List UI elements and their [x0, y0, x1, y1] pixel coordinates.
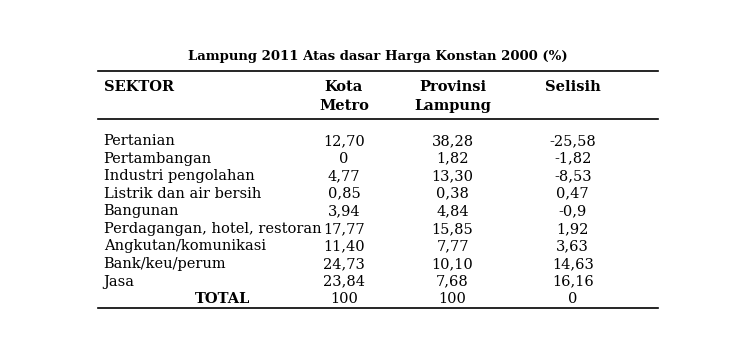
- Text: Bangunan: Bangunan: [103, 204, 179, 218]
- Text: Angkutan/komunikasi: Angkutan/komunikasi: [103, 239, 266, 253]
- Text: 100: 100: [438, 292, 466, 306]
- Text: Listrik dan air bersih: Listrik dan air bersih: [103, 187, 261, 201]
- Text: TOTAL: TOTAL: [195, 292, 251, 306]
- Text: 0,47: 0,47: [556, 187, 589, 201]
- Text: 10,10: 10,10: [432, 257, 474, 271]
- Text: Pertanian: Pertanian: [103, 134, 176, 148]
- Text: 4,77: 4,77: [328, 169, 360, 183]
- Text: 12,70: 12,70: [323, 134, 365, 148]
- Text: -0,9: -0,9: [559, 204, 587, 218]
- Text: 1,92: 1,92: [556, 222, 589, 236]
- Text: Bank/keu/perum: Bank/keu/perum: [103, 257, 227, 271]
- Text: 100: 100: [330, 292, 358, 306]
- Text: 17,77: 17,77: [323, 222, 365, 236]
- Text: 23,84: 23,84: [323, 275, 365, 289]
- Text: 0,38: 0,38: [436, 187, 469, 201]
- Text: 0,85: 0,85: [328, 187, 360, 201]
- Text: Provinsi: Provinsi: [419, 80, 486, 94]
- Text: Kota: Kota: [325, 80, 363, 94]
- Text: 13,30: 13,30: [432, 169, 474, 183]
- Text: 3,94: 3,94: [328, 204, 360, 218]
- Text: 11,40: 11,40: [323, 239, 365, 253]
- Text: 7,68: 7,68: [436, 275, 469, 289]
- Text: 3,63: 3,63: [556, 239, 589, 253]
- Text: 7,77: 7,77: [436, 239, 469, 253]
- Text: Pertambangan: Pertambangan: [103, 152, 212, 165]
- Text: Lampung 2011 Atas dasar Harga Konstan 2000 (%): Lampung 2011 Atas dasar Harga Konstan 20…: [188, 50, 568, 63]
- Text: 0: 0: [568, 292, 577, 306]
- Text: 15,85: 15,85: [432, 222, 474, 236]
- Text: 4,84: 4,84: [436, 204, 469, 218]
- Text: SEKTOR: SEKTOR: [103, 80, 174, 94]
- Text: 38,28: 38,28: [432, 134, 474, 148]
- Text: Metro: Metro: [319, 99, 369, 113]
- Text: 24,73: 24,73: [323, 257, 365, 271]
- Text: -1,82: -1,82: [554, 152, 591, 165]
- Text: Jasa: Jasa: [103, 275, 135, 289]
- Text: Industri pengolahan: Industri pengolahan: [103, 169, 255, 183]
- Text: Perdagangan, hotel, restoran: Perdagangan, hotel, restoran: [103, 222, 321, 236]
- Text: 14,63: 14,63: [552, 257, 593, 271]
- Text: -8,53: -8,53: [554, 169, 591, 183]
- Text: 0: 0: [339, 152, 348, 165]
- Text: Selisih: Selisih: [545, 80, 601, 94]
- Text: 16,16: 16,16: [552, 275, 593, 289]
- Text: -25,58: -25,58: [549, 134, 596, 148]
- Text: Lampung: Lampung: [414, 99, 491, 113]
- Text: 1,82: 1,82: [436, 152, 469, 165]
